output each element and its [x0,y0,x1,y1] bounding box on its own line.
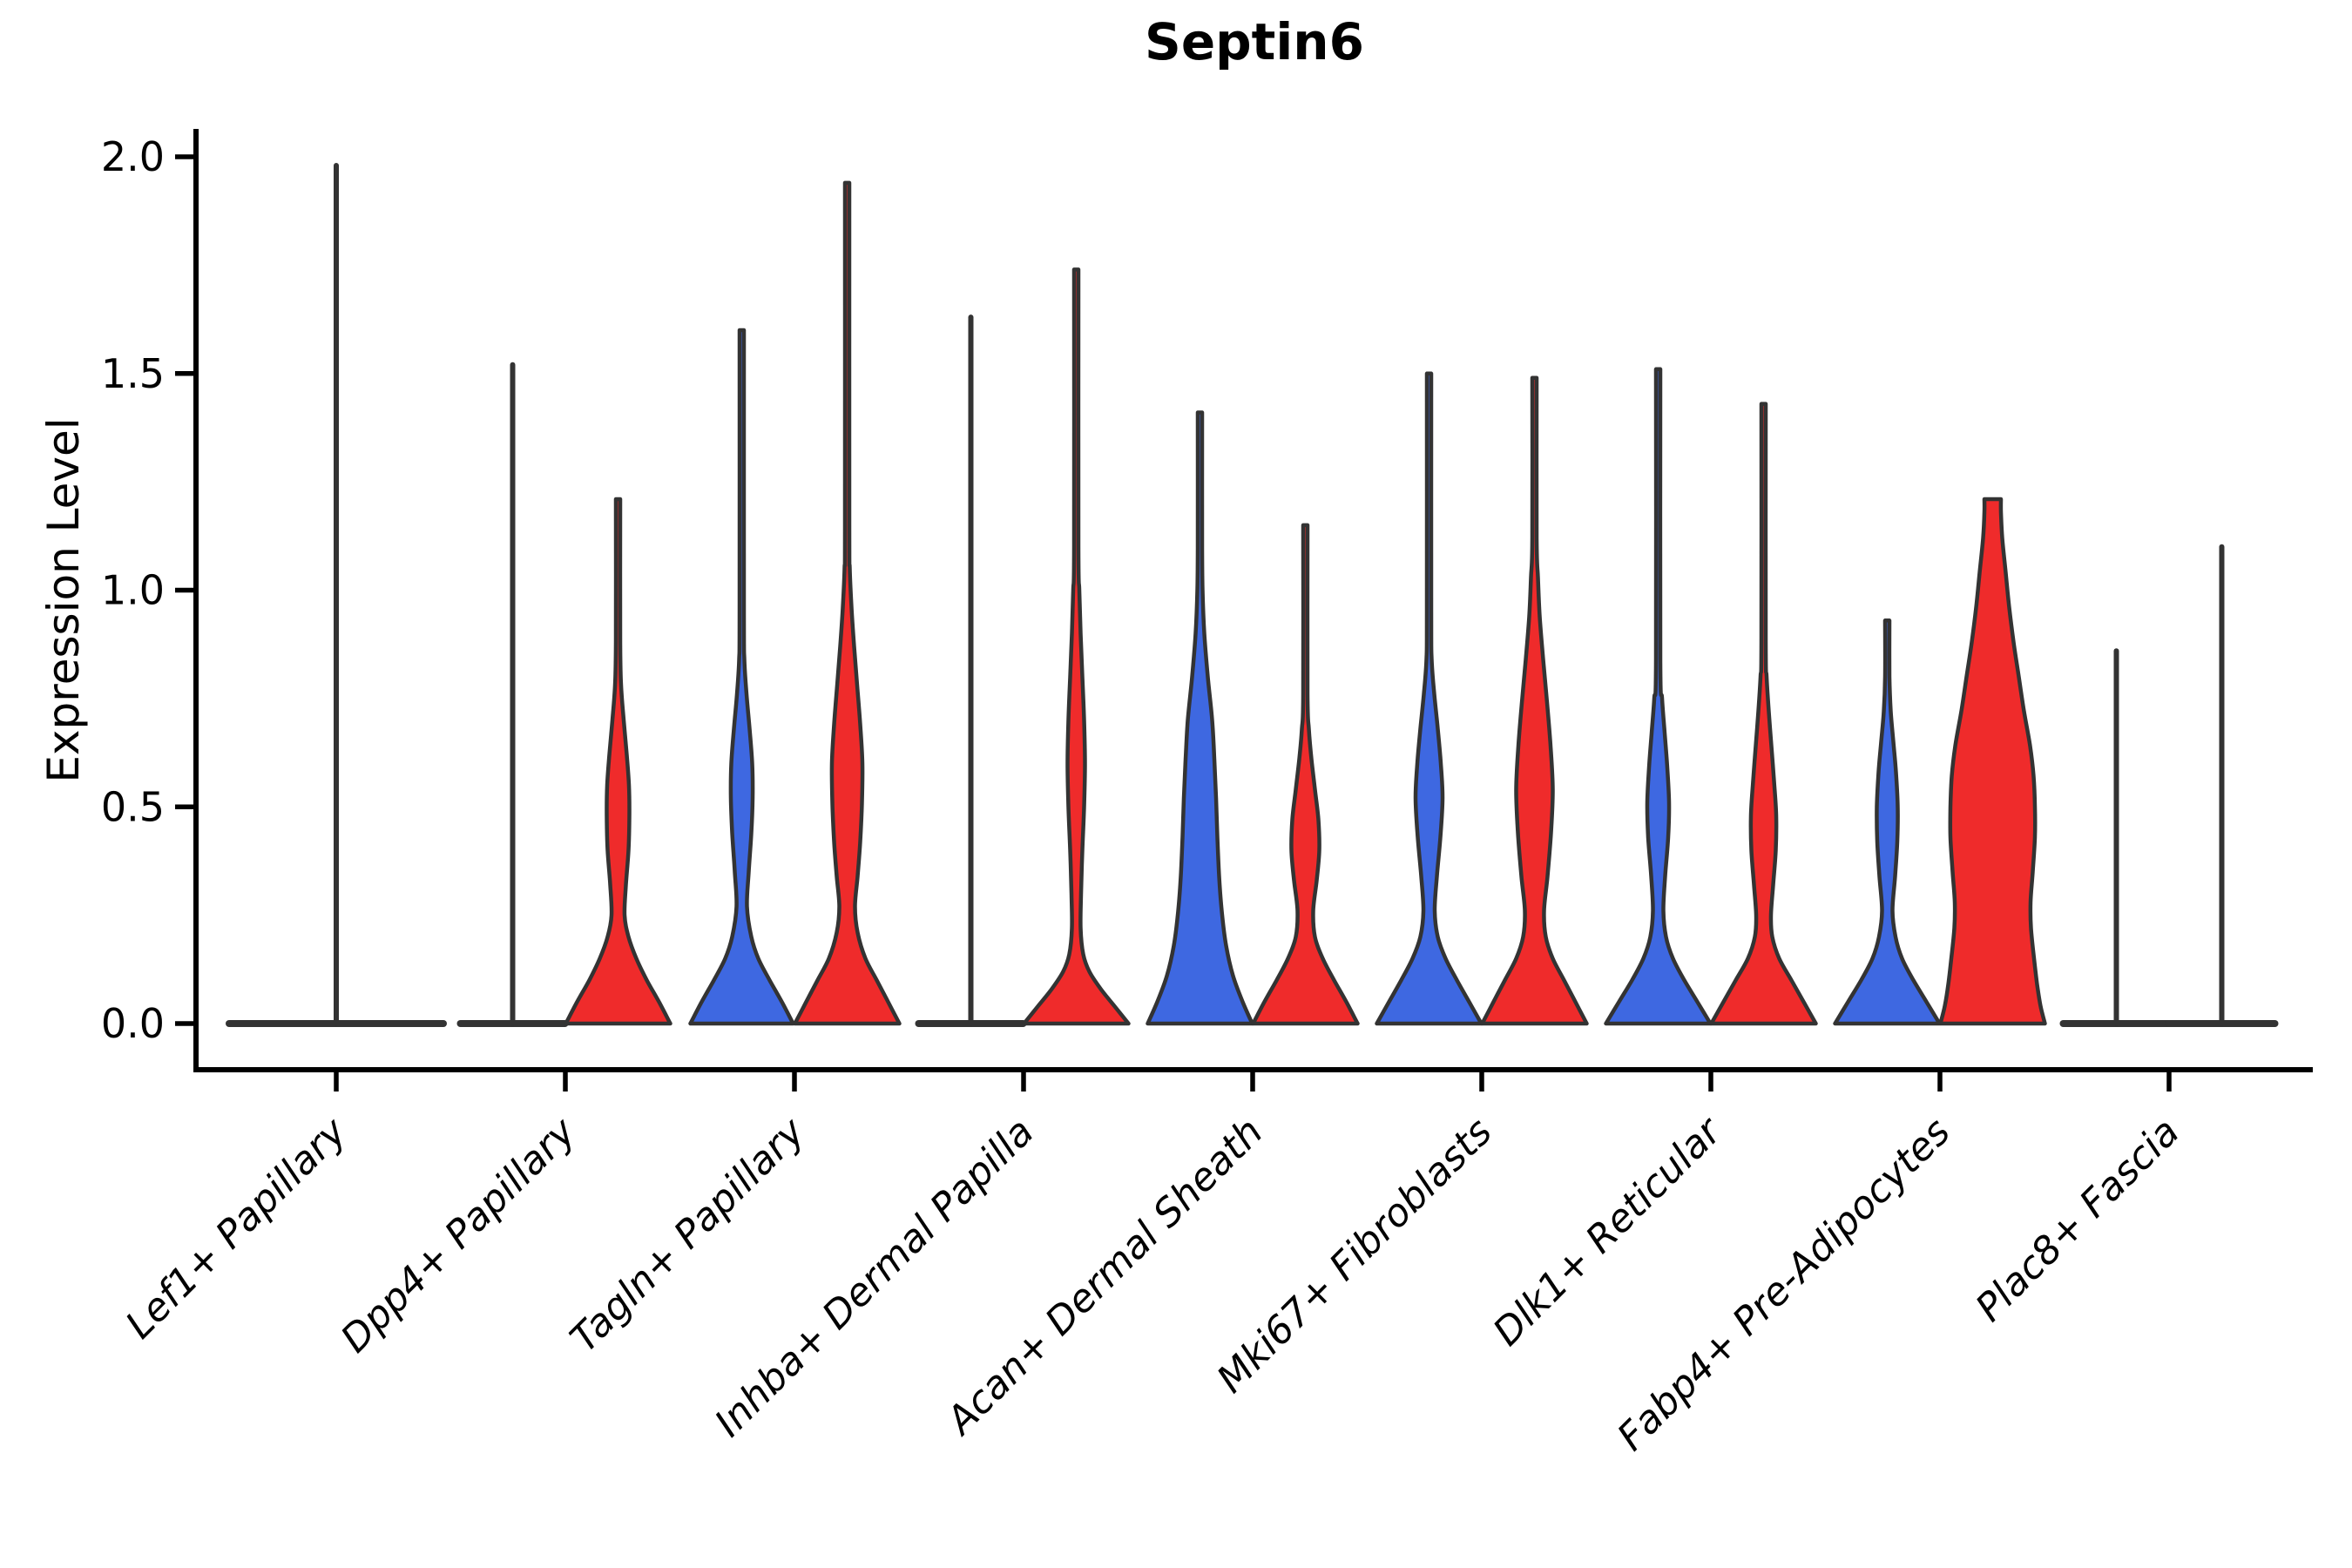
x-tick-label-dlk1-reticular: Dlk1+ Reticular [1484,1108,1731,1355]
y-tick-label: 2.0 [101,133,165,180]
y-tick-label: 0.5 [101,783,165,830]
violin-group-tagln-papillary [688,180,902,1026]
x-tick-label-dpp4-papillary: Dpp4+ Papillary [333,1109,585,1362]
violin-group-inhba-dermal-papilla [915,267,1131,1027]
violin-group-lef1-papillary [226,163,447,1027]
violin-dlk1-reticular-left [1604,367,1713,1026]
violin-dpp4-papillary-right [564,497,672,1026]
violin-fabp4-pre-adipocytes-right [1938,497,2047,1026]
y-tick-label: 0.0 [101,1000,165,1047]
violin-group-mki67-fibroblasts [1375,371,1589,1026]
y-tick-label: 1.0 [101,567,165,614]
violin-mki67-fibroblasts-right [1480,375,1589,1026]
chart-title: Septin6 [1145,12,1364,71]
violin-dlk1-reticular-right [1709,402,1818,1026]
violin-fabp4-pre-adipocytes-left [1833,618,1942,1026]
y-axis-ticks: 0.0 0.5 1.0 1.5 2.0 [101,133,196,1047]
violin-group-fabp4-pre-adipocytes [1833,497,2047,1026]
violin-acan-dermal-sheath-right [1251,523,1360,1026]
x-tick-label-lef1-papillary: Lef1+ Papillary [118,1109,356,1348]
x-tick-label-tagln-papillary: Tagln+ Papillary [562,1109,814,1361]
violin-acan-dermal-sheath-left [1146,410,1254,1026]
violin-group-dlk1-reticular [1604,367,1818,1026]
violin-tagln-papillary-left [688,328,795,1026]
violin-mki67-fibroblasts-left [1375,371,1484,1026]
violin-group-dpp4-papillary [456,362,672,1027]
violin-group-acan-dermal-sheath [1146,410,1360,1026]
x-tick-label-plac8-fascia: Plac8+ Fascia [1967,1110,2187,1330]
violin-group-plac8-fascia [2059,544,2279,1027]
violin-inhba-dermal-papilla-right [1022,267,1131,1026]
y-tick-label: 1.5 [101,350,165,397]
violin-tagln-papillary-right [793,180,902,1026]
